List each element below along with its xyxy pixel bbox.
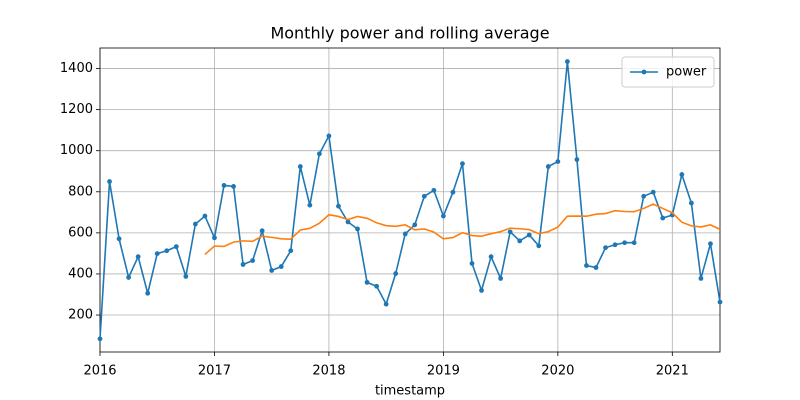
data-point bbox=[479, 287, 484, 293]
x-tick-label: 2021 bbox=[656, 364, 689, 379]
data-point bbox=[202, 213, 208, 219]
data-point bbox=[574, 157, 580, 162]
data-point bbox=[450, 189, 456, 195]
x-tick-label: 2019 bbox=[427, 364, 460, 379]
data-point bbox=[440, 213, 446, 219]
data-point bbox=[584, 263, 589, 268]
data-point bbox=[650, 189, 656, 195]
data-point bbox=[364, 279, 370, 285]
legend-label: power bbox=[666, 65, 707, 80]
data-point bbox=[460, 161, 465, 167]
data-point bbox=[240, 262, 246, 267]
y-tick-label: 600 bbox=[68, 225, 93, 240]
data-point bbox=[555, 159, 561, 164]
x-tick-label: 2017 bbox=[198, 364, 231, 379]
legend-marker bbox=[641, 69, 647, 75]
y-tick-label: 800 bbox=[68, 184, 93, 199]
data-point bbox=[469, 261, 475, 266]
y-tick-label: 400 bbox=[68, 266, 93, 281]
y-tick-label: 200 bbox=[68, 308, 93, 323]
data-point bbox=[135, 254, 141, 260]
data-point bbox=[326, 133, 332, 139]
data-point bbox=[717, 299, 723, 305]
data-point bbox=[345, 219, 351, 225]
y-tick-label: 1400 bbox=[60, 61, 93, 76]
data-point bbox=[412, 222, 418, 228]
data-point bbox=[564, 59, 570, 64]
data-point bbox=[259, 228, 265, 234]
data-point bbox=[393, 271, 399, 276]
data-point bbox=[355, 226, 360, 232]
data-point bbox=[545, 164, 551, 169]
y-tick-label: 1000 bbox=[60, 143, 93, 158]
data-point bbox=[622, 240, 628, 246]
data-point bbox=[183, 274, 189, 279]
data-point bbox=[231, 184, 236, 189]
data-point bbox=[402, 231, 408, 237]
data-point bbox=[679, 172, 685, 177]
data-point bbox=[431, 187, 437, 193]
data-point bbox=[173, 244, 179, 250]
data-point bbox=[498, 276, 504, 281]
data-point bbox=[269, 268, 275, 273]
data-point bbox=[660, 215, 666, 221]
data-point bbox=[192, 221, 198, 227]
data-point bbox=[526, 232, 532, 238]
data-point bbox=[603, 245, 608, 251]
data-point bbox=[593, 265, 599, 270]
data-point bbox=[336, 203, 341, 209]
data-point bbox=[126, 275, 132, 280]
data-point bbox=[536, 243, 542, 249]
data-point bbox=[297, 164, 303, 169]
series-line bbox=[204, 203, 721, 256]
data-point bbox=[517, 238, 523, 244]
data-point bbox=[250, 258, 256, 263]
data-point bbox=[698, 276, 704, 281]
data-point bbox=[316, 151, 322, 157]
series-line bbox=[99, 61, 721, 339]
data-point bbox=[307, 202, 313, 208]
data-point bbox=[612, 242, 618, 248]
data-point bbox=[383, 301, 389, 307]
data-point bbox=[374, 283, 380, 289]
x-tick-label: 2020 bbox=[541, 364, 574, 379]
data-point bbox=[145, 290, 151, 296]
x-tick-label: 2016 bbox=[83, 364, 116, 379]
data-point bbox=[708, 241, 713, 247]
data-point bbox=[278, 264, 284, 269]
data-point bbox=[107, 179, 112, 184]
data-point bbox=[221, 183, 227, 188]
data-point bbox=[116, 236, 122, 242]
data-point bbox=[212, 235, 217, 241]
data-point bbox=[488, 254, 494, 260]
chart-title: Monthly power and rolling average bbox=[270, 24, 549, 43]
data-point bbox=[164, 248, 170, 254]
data-point bbox=[154, 251, 160, 257]
x-axis-label: timestamp bbox=[375, 384, 445, 399]
legend-box bbox=[621, 56, 715, 88]
data-point bbox=[688, 200, 694, 206]
data-point bbox=[631, 240, 637, 246]
data-point bbox=[288, 248, 294, 254]
data-point bbox=[97, 336, 103, 342]
plot-frame bbox=[99, 47, 721, 353]
data-point bbox=[507, 229, 513, 235]
x-tick-label: 2018 bbox=[312, 364, 345, 379]
y-tick-label: 1200 bbox=[60, 102, 93, 117]
data-point bbox=[421, 193, 427, 199]
data-point bbox=[641, 193, 647, 199]
